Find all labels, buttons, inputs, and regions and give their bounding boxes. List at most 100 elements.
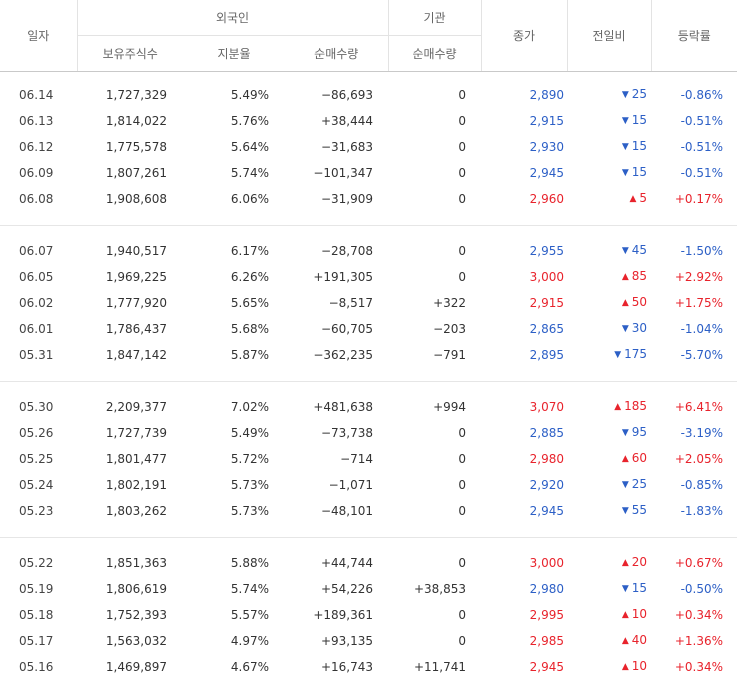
row-close: 2,945 xyxy=(481,160,567,186)
row-close: 2,960 xyxy=(481,186,567,212)
row-date: 05.22 xyxy=(0,550,77,576)
row-close: 2,885 xyxy=(481,420,567,446)
row-rate: -0.86% xyxy=(651,82,737,108)
row-share: 6.17% xyxy=(183,238,285,264)
row-inst-net: +38,853 xyxy=(388,576,481,602)
row-close: 2,995 xyxy=(481,602,567,628)
row-inst-net: 0 xyxy=(388,238,481,264)
row-share: 5.57% xyxy=(183,602,285,628)
row-rate: -0.51% xyxy=(651,134,737,160)
row-inst-net: 0 xyxy=(388,498,481,524)
row-inst-net: 0 xyxy=(388,550,481,576)
row-date: 06.12 xyxy=(0,134,77,160)
row-date: 05.19 xyxy=(0,576,77,602)
row-close: 2,865 xyxy=(481,316,567,342)
row-rate: +2.05% xyxy=(651,446,737,472)
row-close: 2,980 xyxy=(481,576,567,602)
row-foreign-net: +481,638 xyxy=(285,394,388,420)
row-change-value: 25 xyxy=(632,87,647,101)
down-triangle-icon: ▼ xyxy=(622,577,629,602)
row-rate: -0.51% xyxy=(651,108,737,134)
row-close: 2,915 xyxy=(481,108,567,134)
row-date: 05.26 xyxy=(0,420,77,446)
row-share: 5.73% xyxy=(183,472,285,498)
row-rate: -5.70% xyxy=(651,342,737,368)
row-date: 06.05 xyxy=(0,264,77,290)
row-rate: -0.85% xyxy=(651,472,737,498)
row-share: 5.65% xyxy=(183,290,285,316)
down-triangle-icon: ▼ xyxy=(622,161,629,186)
row-holdings: 1,727,329 xyxy=(77,82,183,108)
row-holdings: 1,851,363 xyxy=(77,550,183,576)
row-change-value: 40 xyxy=(632,633,647,647)
row-change: ▲5 xyxy=(567,186,651,212)
table-header: 일자 외국인 기관 종가 전일비 등락률 보유주식수 지분율 순매수량 순매수량 xyxy=(0,0,737,72)
row-foreign-net: +189,361 xyxy=(285,602,388,628)
row-foreign-net: −73,738 xyxy=(285,420,388,446)
row-share: 5.87% xyxy=(183,342,285,368)
row-rate: +0.67% xyxy=(651,550,737,576)
row-inst-net: −791 xyxy=(388,342,481,368)
row-change: ▲85 xyxy=(567,264,651,290)
up-triangle-icon: ▲ xyxy=(622,291,629,316)
row-change: ▼15 xyxy=(567,576,651,602)
row-holdings: 1,786,437 xyxy=(77,316,183,342)
row-share: 4.67% xyxy=(183,654,285,680)
row-share: 5.72% xyxy=(183,446,285,472)
row-date: 06.09 xyxy=(0,160,77,186)
row-change: ▼15 xyxy=(567,134,651,160)
row-holdings: 1,814,022 xyxy=(77,108,183,134)
row-date: 06.07 xyxy=(0,238,77,264)
row-foreign-net: −86,693 xyxy=(285,82,388,108)
row-inst-net: 0 xyxy=(388,160,481,186)
row-change-value: 10 xyxy=(632,659,647,673)
row-close: 2,915 xyxy=(481,290,567,316)
row-inst-net: 0 xyxy=(388,420,481,446)
row-close: 3,000 xyxy=(481,550,567,576)
row-change: ▲10 xyxy=(567,654,651,680)
row-change-value: 60 xyxy=(632,451,647,465)
row-inst-net: 0 xyxy=(388,108,481,134)
row-change-value: 15 xyxy=(632,581,647,595)
row-share: 5.64% xyxy=(183,134,285,160)
down-triangle-icon: ▼ xyxy=(622,83,629,108)
row-inst-net: +11,741 xyxy=(388,654,481,680)
row-change: ▲10 xyxy=(567,602,651,628)
down-triangle-icon: ▼ xyxy=(622,499,629,524)
row-change-value: 25 xyxy=(632,477,647,491)
row-share: 5.74% xyxy=(183,160,285,186)
row-close: 2,945 xyxy=(481,654,567,680)
row-change: ▼175 xyxy=(567,342,651,368)
header-close: 종가 xyxy=(481,0,567,71)
row-rate: +1.36% xyxy=(651,628,737,654)
row-change: ▲40 xyxy=(567,628,651,654)
row-holdings: 1,908,608 xyxy=(77,186,183,212)
row-change-value: 55 xyxy=(632,503,647,517)
row-date: 06.02 xyxy=(0,290,77,316)
row-foreign-net: −1,071 xyxy=(285,472,388,498)
row-date: 06.14 xyxy=(0,82,77,108)
row-date: 05.25 xyxy=(0,446,77,472)
row-foreign-net: −48,101 xyxy=(285,498,388,524)
row-share: 6.26% xyxy=(183,264,285,290)
row-share: 5.76% xyxy=(183,108,285,134)
row-holdings: 1,802,191 xyxy=(77,472,183,498)
row-date: 05.23 xyxy=(0,498,77,524)
header-foreign: 외국인 xyxy=(77,0,388,36)
row-foreign-net: +38,444 xyxy=(285,108,388,134)
row-holdings: 1,563,032 xyxy=(77,628,183,654)
row-date: 05.31 xyxy=(0,342,77,368)
header-institution: 기관 xyxy=(388,0,481,36)
